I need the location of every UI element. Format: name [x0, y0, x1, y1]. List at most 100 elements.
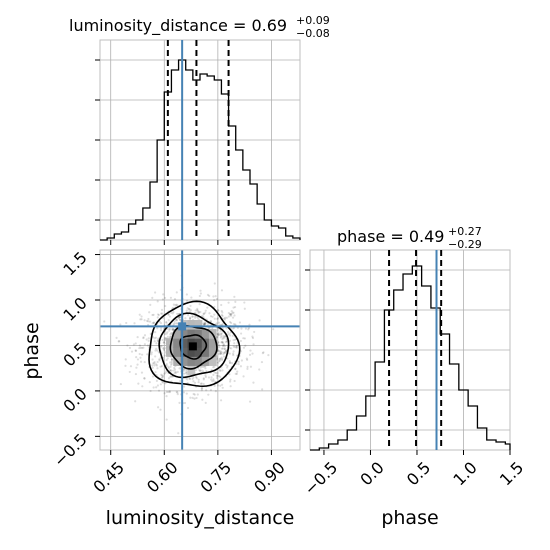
- scatter-point: [186, 307, 189, 310]
- scatter-point: [172, 369, 175, 372]
- scatter-point: [223, 318, 227, 321]
- scatter-point: [248, 323, 251, 326]
- scatter-point: [132, 343, 136, 346]
- scatter-point: [231, 311, 234, 314]
- x-axis-label-phase: phase: [381, 507, 438, 529]
- scatter-point: [188, 377, 191, 380]
- scatter-point: [217, 334, 220, 337]
- scatter-point: [135, 366, 138, 369]
- scatter-point: [152, 386, 155, 389]
- scatter-point: [235, 345, 238, 348]
- scatter-point: [215, 374, 218, 377]
- scatter-point: [244, 344, 247, 347]
- scatter-point: [219, 330, 222, 333]
- scatter-point: [221, 314, 224, 318]
- scatter-point: [212, 373, 215, 377]
- scatter-point: [151, 366, 154, 369]
- scatter-point: [216, 317, 219, 321]
- scatter-point: [171, 312, 174, 315]
- scatter-point: [158, 359, 161, 362]
- scatter-point: [174, 304, 177, 307]
- scatter-point: [186, 406, 190, 410]
- contour-level-2: [158, 312, 230, 379]
- hist-2-xtick-label-0: −0.5: [300, 458, 341, 499]
- scatter-point: [156, 367, 159, 370]
- scatter-point: [143, 360, 146, 364]
- scatter-point: [216, 374, 219, 378]
- scatter-point: [185, 370, 188, 373]
- scatter-point: [175, 318, 178, 321]
- scatter-point: [233, 342, 236, 345]
- scatter-point: [196, 393, 199, 396]
- scatter-point: [249, 349, 252, 352]
- scatter-point: [176, 370, 179, 373]
- scatter-point: [224, 340, 227, 343]
- scatter-point: [261, 388, 264, 391]
- scatter-point: [155, 379, 159, 382]
- scatter-point: [199, 382, 203, 385]
- scatter-point: [203, 321, 206, 324]
- scatter-point: [174, 371, 178, 374]
- scatter-point: [193, 397, 196, 400]
- scatter-point: [219, 384, 222, 387]
- scatter-point: [140, 353, 144, 356]
- scatter-point: [201, 314, 204, 317]
- scatter-point: [182, 367, 185, 371]
- contour-level-0: [179, 334, 208, 360]
- density-cell: [208, 338, 217, 348]
- scatter-point: [188, 310, 191, 313]
- scatter-point: [163, 336, 166, 340]
- scatter-point: [143, 377, 146, 380]
- scatter-point: [239, 339, 242, 343]
- scatter-point: [139, 356, 142, 359]
- density-cell: [194, 329, 203, 339]
- scatter-point: [234, 323, 237, 326]
- scatter-point: [204, 322, 207, 325]
- scatter-point: [223, 345, 226, 348]
- hist-2-title-sub: −0.29: [448, 238, 482, 251]
- scatter-point: [160, 373, 163, 376]
- scatter-point: [228, 339, 232, 342]
- scatter-point: [220, 332, 223, 335]
- scatter-point: [214, 371, 218, 375]
- scatter-point: [240, 327, 243, 330]
- scatter-point: [140, 315, 143, 318]
- scatter-point: [200, 382, 203, 385]
- scatter-point: [168, 327, 171, 331]
- scatter-point: [135, 356, 138, 359]
- scatter-point: [128, 346, 132, 350]
- scatter-point: [225, 327, 228, 330]
- scatter-point: [169, 369, 172, 373]
- scatter-point: [134, 400, 137, 403]
- scatter-point: [146, 344, 149, 347]
- scatter-point: [221, 369, 224, 372]
- scatter-point: [160, 308, 164, 311]
- scatter-point: [222, 343, 226, 346]
- scatter-point: [207, 393, 210, 396]
- scatter-point: [209, 320, 212, 323]
- scatter-point: [220, 332, 223, 335]
- scatter-point: [243, 337, 246, 340]
- scatter-point: [224, 350, 227, 353]
- scatter-point: [185, 392, 188, 395]
- scatter-point: [217, 349, 220, 353]
- scatter-point: [155, 386, 158, 389]
- density-cell: [194, 338, 203, 348]
- scatter-point: [157, 337, 160, 340]
- scatter-point: [128, 370, 131, 374]
- scatter-point: [169, 365, 172, 368]
- scatter-point: [167, 365, 170, 368]
- scatter-point: [163, 372, 166, 375]
- scatter-point: [200, 389, 203, 392]
- scatter-point: [224, 351, 227, 354]
- scatter-point: [247, 327, 251, 330]
- scatter-point: [117, 340, 120, 343]
- scatter-point: [207, 326, 210, 330]
- scatter-point: [153, 364, 156, 367]
- scatter-point: [209, 315, 213, 318]
- density-cell: [201, 329, 210, 339]
- scatter-point: [252, 381, 255, 384]
- scatter-point: [156, 349, 159, 352]
- scatter-point: [223, 347, 226, 350]
- scatter-point: [220, 340, 224, 344]
